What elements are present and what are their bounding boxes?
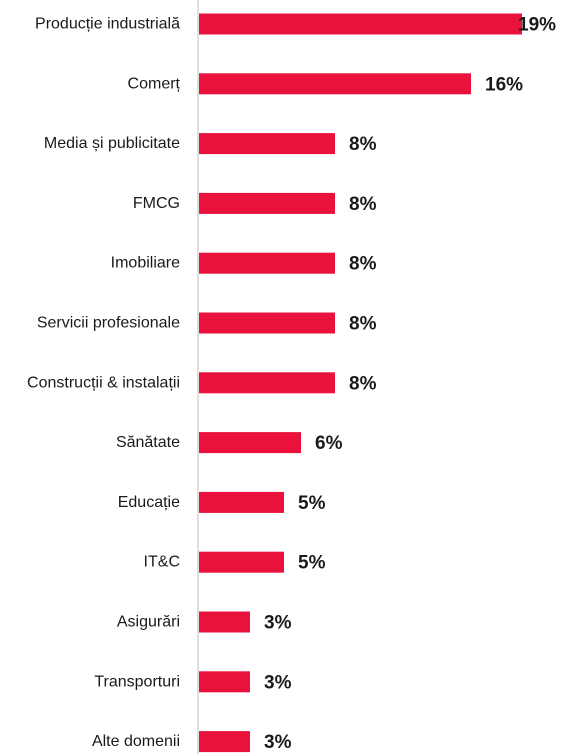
data-label: 16% [485, 74, 523, 95]
data-label: 3% [264, 672, 292, 693]
bar [199, 372, 335, 394]
data-label: 6% [315, 433, 343, 454]
bar [199, 133, 335, 155]
bar [199, 13, 522, 35]
bar [199, 491, 284, 513]
data-label: 8% [349, 373, 377, 394]
data-label: 8% [349, 254, 377, 275]
bar [199, 312, 335, 334]
bar [199, 551, 284, 573]
data-label: 8% [349, 134, 377, 155]
category-label: Servicii profesionale [37, 315, 180, 332]
category-label: Producție industrială [35, 16, 180, 33]
category-label: Comerț [128, 75, 181, 92]
data-label: 8% [349, 314, 377, 335]
category-label: Transporturi [94, 673, 180, 690]
bar [199, 432, 301, 454]
category-label: Media și publicitate [44, 135, 180, 152]
data-label: 3% [264, 613, 292, 634]
category-label: Asigurări [117, 614, 180, 631]
data-label: 5% [298, 553, 326, 574]
bar [199, 73, 471, 95]
bar [199, 192, 335, 214]
bar [199, 731, 250, 753]
category-label: Educație [118, 494, 180, 511]
category-label: FMCG [133, 195, 180, 212]
data-label: 19% [518, 15, 556, 36]
category-label: IT&C [144, 554, 180, 571]
category-label: Imobiliare [111, 255, 180, 272]
bar [199, 252, 335, 274]
category-label: Sănătate [116, 434, 180, 451]
category-label: Construcții & instalații [27, 374, 180, 391]
bar [199, 611, 250, 633]
data-label: 8% [349, 194, 377, 215]
category-label: Alte domenii [92, 733, 180, 750]
data-label: 3% [264, 732, 292, 753]
data-label: 5% [298, 493, 326, 514]
bar [199, 671, 250, 693]
